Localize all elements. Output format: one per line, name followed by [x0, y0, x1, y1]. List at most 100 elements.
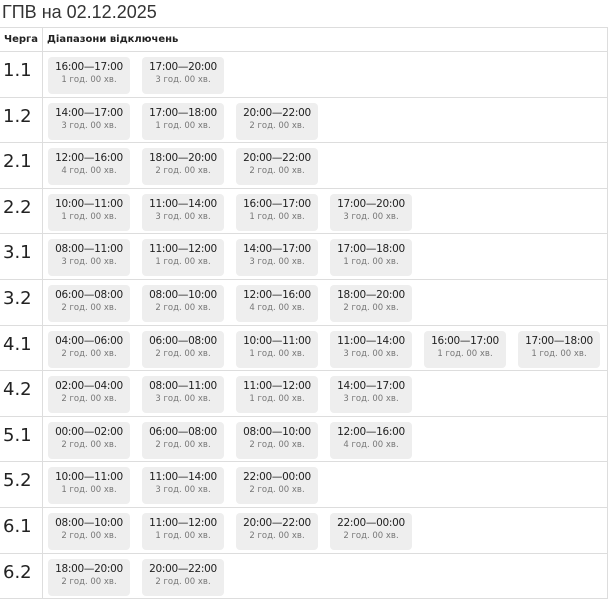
range-time: 10:00—11:00: [55, 471, 123, 484]
range-time: 06:00—08:00: [149, 334, 217, 347]
table-row: 4.2 02:00—04:00 2 год. 00 хв. 08:00—11:00 3 …: [0, 370, 608, 417]
outage-range-chip: 11:00—12:00 1 год. 00 хв.: [236, 376, 318, 414]
range-time: 18:00—20:00: [337, 288, 405, 301]
range-time: 10:00—11:00: [243, 334, 311, 347]
range-duration: 1 год. 00 хв.: [249, 348, 305, 359]
range-duration: 2 год. 00 хв.: [343, 530, 399, 541]
outage-range-chip: 17:00—20:00 3 год. 00 хв.: [142, 57, 224, 94]
outage-schedule-table: Черга Діапазони відключень 1.1 16:00—17:0…: [0, 27, 608, 599]
queue-label: 4.2: [0, 370, 43, 417]
range-duration: 2 год. 00 хв.: [61, 302, 117, 313]
outage-range-chip: 04:00—06:00 2 год. 00 хв.: [48, 330, 130, 368]
range-time: 12:00—16:00: [337, 425, 405, 438]
header-ranges: Діапазони відключень: [42, 27, 608, 52]
range-duration: 1 год. 00 хв.: [155, 120, 211, 131]
outage-range-chip: 06:00—08:00 2 год. 00 хв.: [48, 284, 130, 322]
range-duration: 2 год. 00 хв.: [249, 485, 305, 496]
outage-range-chip: 08:00—10:00 2 год. 00 хв.: [48, 512, 130, 550]
outage-range-chip: 08:00—10:00 2 год. 00 хв.: [142, 284, 224, 322]
range-time: 20:00—22:00: [149, 562, 217, 575]
range-time: 08:00—11:00: [149, 380, 217, 393]
range-duration: 3 год. 00 хв.: [343, 211, 399, 222]
outage-range-chip: 22:00—00:00 2 год. 00 хв.: [236, 467, 318, 505]
range-duration: 1 год. 00 хв.: [61, 485, 117, 496]
range-time: 06:00—08:00: [55, 288, 123, 301]
ranges-cell: 08:00—10:00 2 год. 00 хв. 11:00—12:00 1 год…: [42, 506, 608, 554]
range-time: 17:00—18:00: [525, 334, 593, 347]
range-duration: 3 год. 00 хв.: [155, 75, 211, 85]
range-duration: 2 год. 00 хв.: [61, 576, 117, 587]
outage-range-chip: 11:00—12:00 1 год. 00 хв.: [142, 512, 224, 550]
outage-range-chip: 20:00—22:00 2 год. 00 хв.: [142, 558, 224, 596]
outage-range-chip: 10:00—11:00 1 год. 00 хв.: [236, 330, 318, 368]
ranges-cell: 04:00—06:00 2 год. 00 хв. 06:00—08:00 2 год…: [42, 324, 608, 372]
outage-range-chip: 14:00—17:00 3 год. 00 хв.: [330, 376, 412, 414]
range-duration: 2 год. 00 хв.: [155, 576, 211, 587]
queue-label: 6.1: [0, 506, 43, 554]
range-time: 22:00—00:00: [243, 471, 311, 484]
outage-range-chip: 18:00—20:00 2 год. 00 хв.: [48, 558, 130, 596]
range-time: 22:00—00:00: [337, 516, 405, 529]
range-time: 17:00—20:00: [149, 61, 217, 73]
outage-range-chip: 20:00—22:00 2 год. 00 хв.: [236, 512, 318, 550]
range-duration: 2 год. 00 хв.: [61, 394, 117, 405]
outage-range-chip: 11:00—14:00 3 год. 00 хв.: [142, 193, 224, 231]
range-duration: 4 год. 00 хв.: [61, 166, 117, 177]
ranges-cell: 02:00—04:00 2 год. 00 хв. 08:00—11:00 3 год…: [42, 370, 608, 417]
range-time: 08:00—11:00: [55, 243, 123, 256]
range-duration: 2 год. 00 хв.: [155, 439, 211, 450]
outage-range-chip: 08:00—10:00 2 год. 00 хв.: [236, 421, 318, 459]
range-time: 11:00—14:00: [149, 197, 217, 210]
range-time: 12:00—16:00: [55, 152, 123, 165]
range-time: 11:00—12:00: [149, 243, 217, 256]
table-header: Черга Діапазони відключень: [0, 27, 608, 52]
range-duration: 2 год. 00 хв.: [249, 530, 305, 541]
queue-label: 2.2: [0, 187, 43, 235]
range-time: 16:00—17:00: [55, 61, 123, 73]
outage-range-chip: 11:00—14:00 3 год. 00 хв.: [330, 330, 412, 368]
outage-range-chip: 22:00—00:00 2 год. 00 хв.: [330, 512, 412, 550]
range-time: 20:00—22:00: [243, 152, 311, 165]
outage-range-chip: 20:00—22:00 2 год. 00 хв.: [236, 102, 318, 140]
queue-label: 2.1: [0, 142, 43, 189]
table-row: 4.1 04:00—06:00 2 год. 00 хв. 06:00—08:00 2 …: [0, 324, 608, 372]
range-duration: 2 год. 00 хв.: [343, 302, 399, 313]
range-duration: 3 год. 00 хв.: [343, 348, 399, 359]
range-time: 18:00—20:00: [149, 152, 217, 165]
range-time: 14:00—17:00: [337, 380, 405, 393]
range-duration: 2 год. 00 хв.: [155, 302, 211, 313]
outage-range-chip: 00:00—02:00 2 год. 00 хв.: [48, 421, 130, 459]
outage-range-chip: 17:00—18:00 1 год. 00 хв.: [330, 239, 412, 277]
range-duration: 2 год. 00 хв.: [61, 530, 117, 541]
range-duration: 3 год. 00 хв.: [61, 257, 117, 268]
range-duration: 1 год. 00 хв.: [531, 348, 587, 359]
range-duration: 1 год. 00 хв.: [61, 211, 117, 222]
range-duration: 3 год. 00 хв.: [155, 211, 211, 222]
table-row: 3.2 06:00—08:00 2 год. 00 хв. 08:00—10:00 2 …: [0, 278, 608, 326]
outage-range-chip: 02:00—04:00 2 год. 00 хв.: [48, 376, 130, 414]
table-row: 5.1 00:00—02:00 2 год. 00 хв. 06:00—08:00 2 …: [0, 415, 608, 463]
table-row: 1.1 16:00—17:00 1 год. 00 хв. 17:00—20:00 3 …: [0, 51, 608, 98]
ranges-cell: 08:00—11:00 3 год. 00 хв. 11:00—12:00 1 год…: [42, 233, 608, 280]
range-time: 06:00—08:00: [149, 425, 217, 438]
table-row: 2.2 10:00—11:00 1 год. 00 хв. 11:00—14:00 3 …: [0, 187, 608, 235]
outage-range-chip: 16:00—17:00 1 год. 00 хв.: [424, 330, 506, 368]
outage-range-chip: 11:00—14:00 3 год. 00 хв.: [142, 467, 224, 505]
range-time: 18:00—20:00: [55, 562, 123, 575]
ranges-cell: 10:00—11:00 1 год. 00 хв. 11:00—14:00 3 год…: [42, 187, 608, 235]
range-duration: 1 год. 00 хв.: [155, 257, 211, 268]
range-time: 14:00—17:00: [243, 243, 311, 256]
outage-range-chip: 06:00—08:00 2 год. 00 хв.: [142, 421, 224, 459]
outage-range-chip: 08:00—11:00 3 год. 00 хв.: [142, 376, 224, 414]
outage-range-chip: 17:00—18:00 1 год. 00 хв.: [142, 102, 224, 140]
range-time: 16:00—17:00: [431, 334, 499, 347]
range-time: 02:00—04:00: [55, 380, 123, 393]
range-duration: 3 год. 00 хв.: [343, 394, 399, 405]
range-duration: 1 год. 00 хв.: [343, 257, 399, 268]
range-time: 04:00—06:00: [55, 334, 123, 347]
range-duration: 2 год. 00 хв.: [249, 166, 305, 177]
range-time: 12:00—16:00: [243, 288, 311, 301]
range-duration: 3 год. 00 хв.: [61, 120, 117, 131]
ranges-cell: 00:00—02:00 2 год. 00 хв. 06:00—08:00 2 год…: [42, 415, 608, 463]
outage-range-chip: 18:00—20:00 2 год. 00 хв.: [330, 284, 412, 322]
